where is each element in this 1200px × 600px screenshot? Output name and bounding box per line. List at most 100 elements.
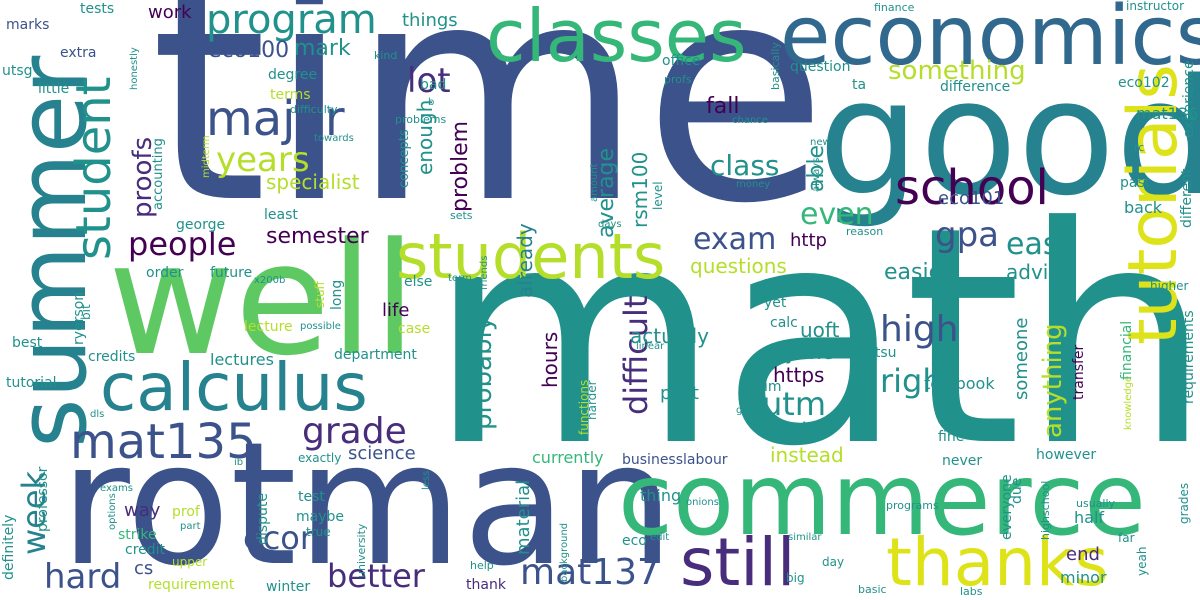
word-labs: labs [960, 585, 983, 598]
word-rotman: rotman [60, 406, 675, 600]
word-hours: hours [538, 331, 562, 388]
word-never: never [942, 453, 983, 469]
word-anyone: anyone [760, 340, 834, 364]
word-university: university [355, 523, 368, 578]
word-x200b: x200b [254, 275, 286, 286]
word-lectures: lectures [210, 350, 274, 369]
word-uoft: uoft [800, 318, 840, 342]
word-easy: easy [1006, 227, 1077, 262]
word-classes: classes [486, 0, 747, 78]
word-fine: fine [938, 429, 965, 445]
word-money: money [736, 179, 771, 190]
word-due: due [1009, 477, 1025, 504]
word-major: major [206, 91, 345, 147]
word-program: program [206, 0, 377, 43]
word-professor: professor [35, 466, 51, 532]
word-transfer: transfer [1071, 344, 1087, 400]
word-advice: advice [1006, 260, 1072, 284]
word-mat135: mat135 [70, 414, 257, 470]
word-utm: utm [762, 385, 826, 423]
word-commerce: commerce [618, 441, 1146, 558]
word-best: best [12, 335, 43, 351]
word-programs: programs [886, 499, 939, 512]
word-something: something [888, 56, 1026, 86]
word-functions: functions [577, 379, 591, 435]
word-edit: edit [650, 532, 670, 543]
word-extra: extra [60, 45, 97, 61]
word-na: na [464, 281, 477, 292]
word-students: students [396, 220, 666, 293]
word-help: help [470, 559, 494, 572]
word-thank: thank [466, 577, 506, 593]
word-knowledge: knowledge [1123, 375, 1134, 430]
word-problem: problem [448, 120, 473, 212]
word-eco101: eco101 [938, 188, 1005, 209]
word-http: http [790, 230, 827, 251]
word-however: however [1036, 447, 1097, 463]
word-true: true [306, 525, 331, 539]
word-exams: exams [100, 483, 133, 494]
word-back: back [1124, 198, 1163, 217]
word-easier: easier [884, 260, 952, 285]
word-definitely: definitely [1, 514, 17, 580]
word-actually: actually [630, 324, 709, 348]
word-reason: reason [846, 225, 884, 238]
word-im: im [764, 379, 782, 395]
word-life: life [382, 300, 410, 321]
word-requirement: requirement [148, 577, 235, 593]
word-terms: terms [270, 87, 311, 103]
word-ta: ta [852, 77, 867, 93]
word-office: office [662, 53, 701, 69]
word-enough: enough [413, 99, 437, 175]
word-exactly: exactly [298, 451, 342, 465]
word-chance: chance [732, 115, 768, 126]
word-bit: bit [79, 304, 93, 320]
word-rsm100: rsm100 [628, 151, 652, 228]
word-calc: calc [770, 315, 798, 331]
word-way: way [124, 500, 161, 521]
word-accounting: accounting [151, 138, 166, 210]
word-half: half [1074, 508, 1105, 527]
word-anything: anything [1038, 323, 1068, 438]
word-better: better [327, 557, 425, 595]
word-far: far [1118, 531, 1135, 545]
word-eco100: eco100 [208, 38, 290, 63]
word-still: still [680, 524, 796, 600]
word-someone: someone [1011, 317, 1032, 401]
word-least: least [264, 207, 298, 223]
word-friends: friends [479, 255, 490, 290]
word-less: less [421, 470, 432, 490]
word-requirements: requirements [1181, 310, 1197, 404]
word-semester: semester [266, 224, 369, 249]
word-final: final [764, 418, 808, 442]
word-upper: upper [172, 555, 208, 569]
word-possible: possible [300, 321, 341, 332]
word-class: class [710, 149, 780, 182]
word-degree: degree [268, 67, 318, 83]
word-people: people [128, 225, 237, 263]
word-basically: basically [769, 42, 782, 90]
word-usually: usually [1076, 497, 1116, 510]
word-school: school [895, 160, 1049, 216]
word-marks: marks [6, 17, 50, 33]
word-highschool: highschool [1039, 480, 1052, 540]
word-finance: finance [874, 1, 915, 14]
word-instructor: instructor [1126, 0, 1185, 13]
word-well: well [108, 209, 417, 390]
word-calculus: calculus [100, 349, 368, 426]
word-years: years [216, 140, 310, 180]
word-econ: econ [243, 519, 321, 557]
word-towards: towards [314, 133, 354, 144]
word-winter: winter [266, 579, 311, 595]
word-utsu: utsu [866, 345, 897, 361]
word-tests: tests [80, 1, 115, 17]
word-science: science [348, 443, 416, 464]
word-minor: minor [1060, 568, 1107, 587]
word-past: past [1120, 175, 1151, 191]
word-george: george [176, 217, 226, 233]
word-dls: dls [90, 409, 105, 420]
word-mark: mark [294, 36, 351, 61]
word-bad: bad [420, 77, 447, 93]
word-test: test [298, 489, 325, 505]
